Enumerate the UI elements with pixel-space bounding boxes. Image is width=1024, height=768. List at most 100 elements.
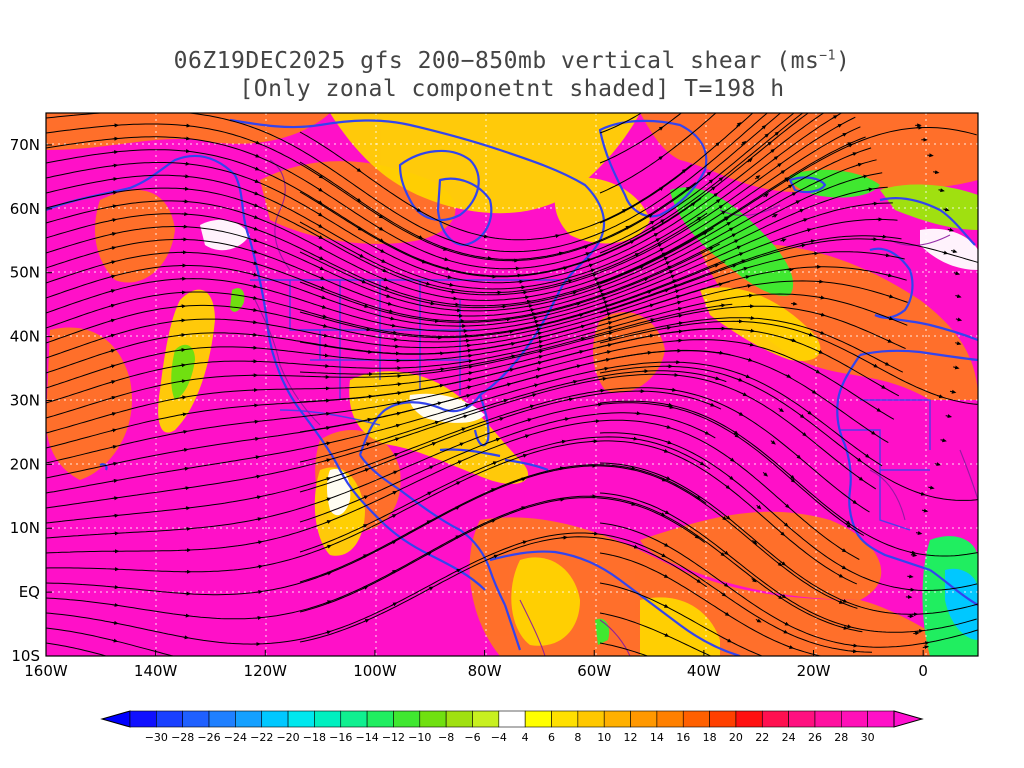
streamline-arrow: [109, 289, 116, 294]
streamline-arrow: [645, 350, 653, 355]
streamline: [599, 113, 683, 164]
colorbar-under-arrow: [100, 710, 131, 728]
streamline-arrow: [629, 466, 637, 471]
streamline-arrow: [735, 245, 742, 250]
streamline-arrow: [605, 312, 612, 317]
streamline-arrow: [517, 279, 524, 284]
streamline-arrow: [319, 295, 327, 300]
streamline-arrow: [253, 437, 260, 441]
streamline-arrow: [377, 226, 384, 231]
streamline-arrow: [799, 243, 807, 248]
streamline-arrow: [790, 338, 797, 342]
streamline-arrow: [652, 232, 659, 237]
colorbar-label: 12: [624, 731, 638, 744]
streamline-arrow: [318, 256, 325, 260]
colorbar-swatch: [419, 710, 447, 728]
streamline-arrow: [790, 192, 797, 197]
streamline-arrow: [667, 270, 674, 274]
streamline-arrow: [856, 162, 863, 167]
streamline-arrow: [708, 179, 714, 184]
streamline-arrow: [361, 554, 368, 559]
streamline-arrow: [831, 115, 838, 120]
streamline-arrow: [723, 550, 729, 556]
streamline-arrow: [771, 214, 778, 218]
streamline-arrow: [787, 267, 794, 272]
lon-label: 40W: [687, 662, 721, 680]
streamline-arrow: [658, 186, 664, 191]
streamline-arrow: [467, 364, 474, 369]
streamline-arrow: [426, 551, 433, 556]
colorbar-swatch: [788, 710, 816, 728]
streamline-arrow: [577, 313, 585, 318]
streamline-arrow: [184, 506, 191, 511]
streamline-arrow: [752, 539, 758, 545]
streamline-arrow: [737, 411, 744, 416]
streamline-arrow: [845, 624, 852, 629]
streamline: [599, 612, 712, 656]
streamline-arrow: [380, 259, 387, 263]
streamline-arrow: [659, 512, 666, 517]
streamline-arrow: [252, 238, 259, 243]
chart-title-line1: 06Z19DEC2025 gfs 200−850mb vertical shea…: [173, 48, 851, 74]
streamline-arrow: [492, 554, 499, 559]
streamline-arrow: [317, 223, 324, 228]
streamline-arrow: [111, 461, 118, 466]
streamline-arrow: [693, 534, 700, 539]
streamline-arrow: [317, 245, 324, 250]
streamline-arrow: [672, 284, 679, 289]
colorbar-label: 30: [861, 731, 875, 744]
streamline-arrow: [441, 246, 448, 251]
streamline-arrow: [663, 542, 670, 547]
streamline-arrow: [497, 417, 505, 421]
streamline-arrow: [887, 294, 894, 299]
streamline-arrow: [111, 177, 118, 182]
colorbar-swatch: [393, 710, 421, 728]
streamline-arrow: [451, 296, 458, 301]
streamline-arrow: [537, 344, 544, 349]
streamline-arrow: [523, 434, 530, 439]
streamline-arrow: [466, 359, 474, 364]
streamline-arrow: [646, 290, 653, 294]
longitude-axis: 160W 140W 120W 100W 80W 60W 40W 20W 0: [24, 650, 928, 680]
streamline-arrow: [254, 140, 261, 145]
streamline: [46, 495, 863, 633]
streamline-arrow: [392, 452, 400, 457]
streamline-arrow: [933, 170, 940, 175]
colorbar-swatch: [472, 710, 500, 728]
colorbar-label: 22: [755, 731, 769, 744]
streamline-arrow: [535, 331, 543, 336]
streamline-arrow: [887, 316, 894, 321]
streamline: [46, 339, 895, 464]
streamline-arrow: [663, 510, 670, 515]
streamline-arrow: [528, 308, 536, 313]
colorbar-label: −18: [303, 731, 326, 744]
streamline-arrow: [365, 417, 373, 422]
streamline-arrow: [665, 424, 672, 429]
colorbar-swatch: [340, 710, 368, 728]
streamline-arrow: [317, 200, 323, 205]
colorbar-swatch: [235, 710, 263, 728]
streamline-arrow: [596, 285, 603, 290]
streamline-arrow: [183, 486, 191, 491]
streamline-arrow: [325, 520, 332, 524]
streamline-arrow: [465, 385, 473, 390]
streamline-arrow: [836, 123, 843, 128]
streamline-arrow: [751, 578, 757, 583]
streamline-arrow: [183, 613, 191, 618]
streamline-arrow: [395, 400, 402, 405]
streamline-arrow: [181, 429, 188, 434]
lat-label: 20N: [10, 455, 40, 473]
streamline-arrow: [851, 643, 858, 648]
streamline-arrow: [659, 219, 666, 224]
streamline-arrow: [662, 604, 669, 608]
streamline-arrow: [535, 327, 542, 332]
streamline-arrow: [732, 430, 739, 435]
streamline-arrow: [463, 403, 470, 408]
colorbar-label: −22: [250, 731, 273, 744]
streamline-arrow: [603, 304, 610, 309]
streamline-arrow: [420, 259, 427, 264]
streamline-arrow: [356, 226, 363, 231]
streamline: [599, 582, 764, 656]
colorbar-swatch: [261, 710, 289, 728]
streamline-arrow: [324, 458, 332, 463]
